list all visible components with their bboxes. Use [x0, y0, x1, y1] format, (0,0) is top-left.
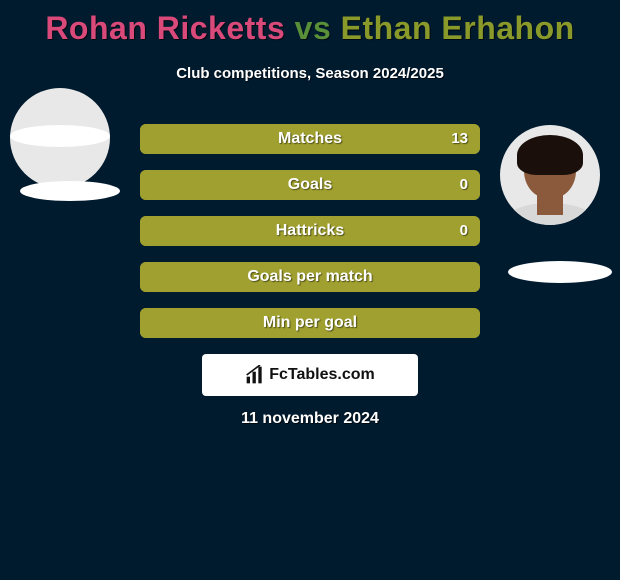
- stat-value-right: 13: [451, 124, 468, 154]
- stat-label: Goals per match: [140, 262, 480, 292]
- vs-text: vs: [295, 10, 332, 46]
- fctables-logo-badge: FcTables.com: [202, 354, 418, 396]
- stat-row: Hattricks0: [140, 216, 480, 246]
- stat-row: Matches13: [140, 124, 480, 154]
- stat-label: Min per goal: [140, 308, 480, 338]
- bar-chart-icon: [245, 365, 265, 385]
- subtitle: Club competitions, Season 2024/2025: [0, 65, 620, 82]
- date-text: 11 november 2024: [0, 410, 620, 428]
- stat-value-right: 0: [460, 216, 468, 246]
- stat-row: Goals per match: [140, 262, 480, 292]
- stat-value-right: 0: [460, 170, 468, 200]
- stat-row: Min per goal: [140, 308, 480, 338]
- player2-avatar: [500, 125, 600, 225]
- player2-name: Ethan Erhahon: [341, 10, 575, 46]
- comparison-title: Rohan Ricketts vs Ethan Erhahon: [0, 0, 620, 47]
- decorative-blob: [508, 261, 612, 283]
- stat-label: Hattricks: [140, 216, 480, 246]
- stats-bars: Matches13Goals0Hattricks0Goals per match…: [140, 124, 480, 354]
- stat-row: Goals0: [140, 170, 480, 200]
- decorative-blob: [20, 181, 120, 201]
- stat-label: Matches: [140, 124, 480, 154]
- logo-text: FcTables.com: [269, 366, 375, 384]
- player1-name: Rohan Ricketts: [45, 10, 285, 46]
- decorative-blob: [10, 125, 110, 147]
- stat-label: Goals: [140, 170, 480, 200]
